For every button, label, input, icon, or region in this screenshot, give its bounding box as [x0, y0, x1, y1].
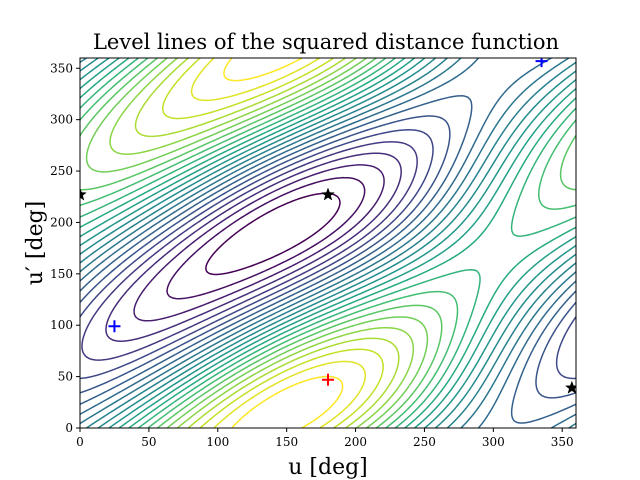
y-tick-label: 300 — [50, 113, 73, 127]
y-axis-ticks: 0 50 100 150 200 250 300 350 — [50, 61, 80, 435]
plus-marker — [535, 58, 548, 68]
contour-line — [166, 176, 366, 300]
contour-line — [109, 58, 415, 428]
x-tick-label: 100 — [206, 435, 229, 449]
x-tick-label: 50 — [141, 435, 156, 449]
contour-line — [133, 164, 385, 322]
x-axis-label: u [deg] — [288, 455, 368, 480]
chart-title: Level lines of the squared distance func… — [93, 30, 559, 54]
contour-line — [190, 58, 367, 428]
x-tick-label: 250 — [413, 435, 436, 449]
y-tick-label: 250 — [50, 164, 73, 178]
x-tick-label: 150 — [275, 435, 298, 449]
contour-line — [80, 115, 576, 399]
contour-line — [80, 95, 576, 424]
marker-layer — [80, 58, 576, 394]
x-tick-label: 300 — [482, 435, 505, 449]
contour-line — [105, 152, 402, 342]
contour-line — [81, 141, 418, 361]
y-axis-label: u′ [deg] — [23, 201, 48, 286]
y-tick-label: 200 — [50, 215, 73, 229]
star-marker — [564, 380, 576, 394]
star-marker — [321, 187, 335, 201]
x-tick-label: 200 — [344, 435, 367, 449]
contour-line — [80, 129, 576, 380]
y-tick-label: 350 — [50, 61, 73, 75]
x-tick-label: 350 — [551, 435, 574, 449]
y-tick-label: 50 — [58, 370, 73, 384]
plot-frame — [79, 57, 577, 429]
plus-marker — [108, 320, 121, 333]
plus-marker — [322, 373, 334, 386]
contour-line — [205, 192, 341, 276]
contour-line — [80, 58, 576, 428]
y-tick-label: 150 — [50, 267, 73, 281]
x-axis-ticks: 0 50 100 150 200 250 300 350 — [76, 428, 574, 449]
star-marker — [80, 187, 87, 201]
contour-line — [80, 58, 576, 428]
y-tick-label: 100 — [50, 318, 73, 332]
contour-line — [80, 58, 576, 428]
contour-line — [85, 58, 429, 428]
x-tick-label: 0 — [76, 435, 84, 449]
y-tick-label: 0 — [65, 421, 73, 435]
